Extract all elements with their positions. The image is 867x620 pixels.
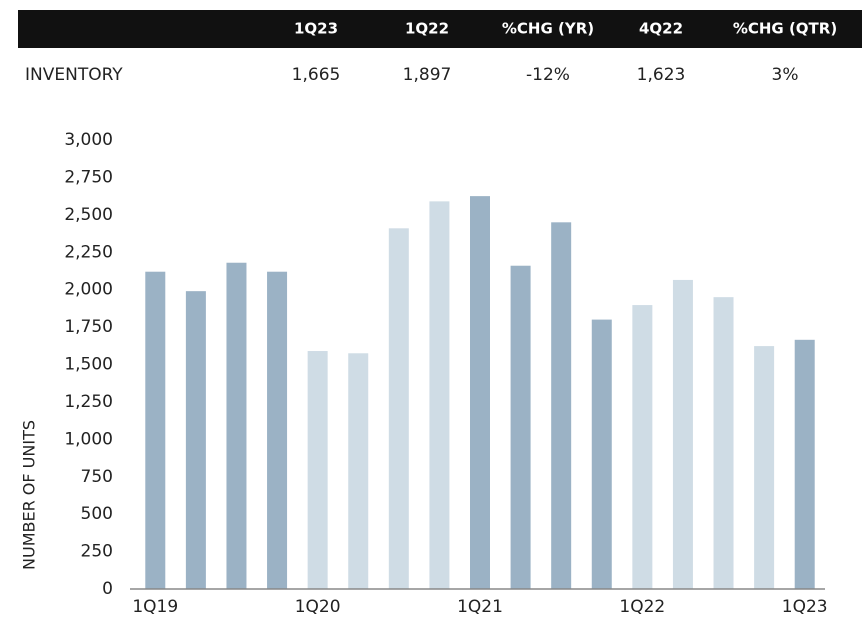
y-tick-label: 750 — [81, 467, 113, 487]
bar — [754, 346, 775, 589]
bar — [794, 339, 815, 589]
bar — [307, 351, 328, 589]
y-tick-label: 0 — [102, 579, 113, 599]
x-tick-label: 1Q19 — [132, 597, 178, 617]
table-header-bar — [18, 10, 862, 48]
bar — [510, 265, 531, 589]
y-tick-label: 250 — [81, 542, 113, 562]
bar — [470, 196, 490, 589]
x-tick-label: 1Q21 — [457, 597, 503, 617]
y-tick-label: 2,750 — [64, 167, 113, 187]
header-cell: %CHG (YR) — [502, 20, 594, 38]
bar — [185, 291, 206, 589]
cell: 1,623 — [637, 65, 686, 85]
header-cell: %CHG (QTR) — [733, 20, 837, 38]
y-tick-label: 1,250 — [64, 392, 113, 412]
cell: -12% — [526, 65, 570, 85]
bar — [632, 305, 653, 589]
bar — [713, 297, 734, 589]
y-tick-label: 2,250 — [64, 242, 113, 262]
header-cell: 4Q22 — [639, 20, 683, 38]
x-tick-label: 1Q23 — [782, 597, 828, 617]
bar — [226, 262, 247, 589]
y-tick-label: 1,000 — [64, 429, 113, 449]
y-axis-label: NUMBER OF UNITS — [20, 420, 39, 570]
cell: 3% — [772, 65, 799, 85]
cell: 1,897 — [403, 65, 452, 85]
y-tick-label: 500 — [81, 504, 113, 524]
header-cell: 1Q23 — [294, 20, 338, 38]
bar — [672, 279, 693, 589]
row-label: INVENTORY — [25, 65, 123, 85]
bar — [551, 222, 572, 590]
x-tick-label: 1Q22 — [619, 597, 665, 617]
bar — [145, 271, 166, 589]
y-tick-label: 1,500 — [64, 355, 113, 375]
x-tick-label: 1Q20 — [295, 597, 341, 617]
bar — [348, 353, 369, 589]
y-tick-label: 2,000 — [64, 280, 113, 300]
y-tick-label: 2,500 — [64, 205, 113, 225]
bar — [388, 228, 409, 589]
y-tick-label: 1,750 — [64, 317, 113, 337]
header-cell: 1Q22 — [405, 20, 449, 38]
bar — [267, 271, 288, 589]
y-tick-label: 3,000 — [64, 130, 113, 150]
cell: 1,665 — [292, 65, 341, 85]
bar — [591, 319, 612, 589]
bar — [429, 201, 450, 589]
